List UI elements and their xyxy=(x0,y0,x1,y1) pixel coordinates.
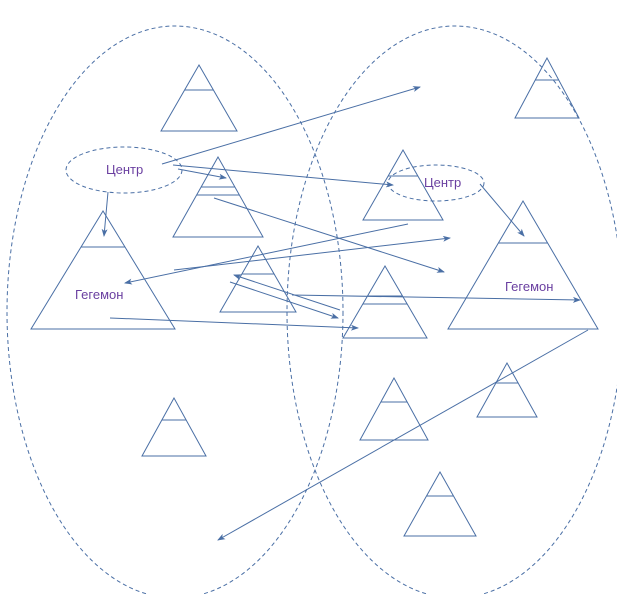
t-mid-right xyxy=(343,266,427,338)
t-hegemon-right xyxy=(448,201,598,329)
t-far-bottom xyxy=(404,472,476,536)
a11 xyxy=(110,318,358,328)
t-bottom-mid xyxy=(360,378,428,440)
labels-layer: Гегемон Гегемон Центр Центр xyxy=(75,162,553,302)
right-ellipse xyxy=(287,26,617,594)
t-top-right xyxy=(515,58,579,118)
big-ellipses-layer xyxy=(7,26,617,594)
left-ellipse xyxy=(7,26,343,594)
center-left-label: Центр xyxy=(106,162,143,177)
a8 xyxy=(174,238,450,270)
diagram-root: Гегемон Гегемон Центр Центр xyxy=(0,0,617,594)
t-mid-center xyxy=(220,246,296,312)
a2 xyxy=(162,87,420,164)
t-hegemon-left-label: Гегемон xyxy=(75,287,123,302)
t-hegemon-right-label: Гегемон xyxy=(505,279,553,294)
a6 xyxy=(234,275,340,310)
center-right-label: Центр xyxy=(424,175,461,190)
t-bottom-right xyxy=(477,363,537,417)
t-top-left xyxy=(161,65,237,131)
a12 xyxy=(218,330,588,540)
a7 xyxy=(230,282,338,318)
a4 xyxy=(178,169,226,178)
arrows-layer xyxy=(104,87,588,540)
t-bottom-left xyxy=(142,398,206,456)
a10 xyxy=(292,295,580,300)
t-hegemon-left xyxy=(31,211,175,329)
a1 xyxy=(173,165,393,185)
